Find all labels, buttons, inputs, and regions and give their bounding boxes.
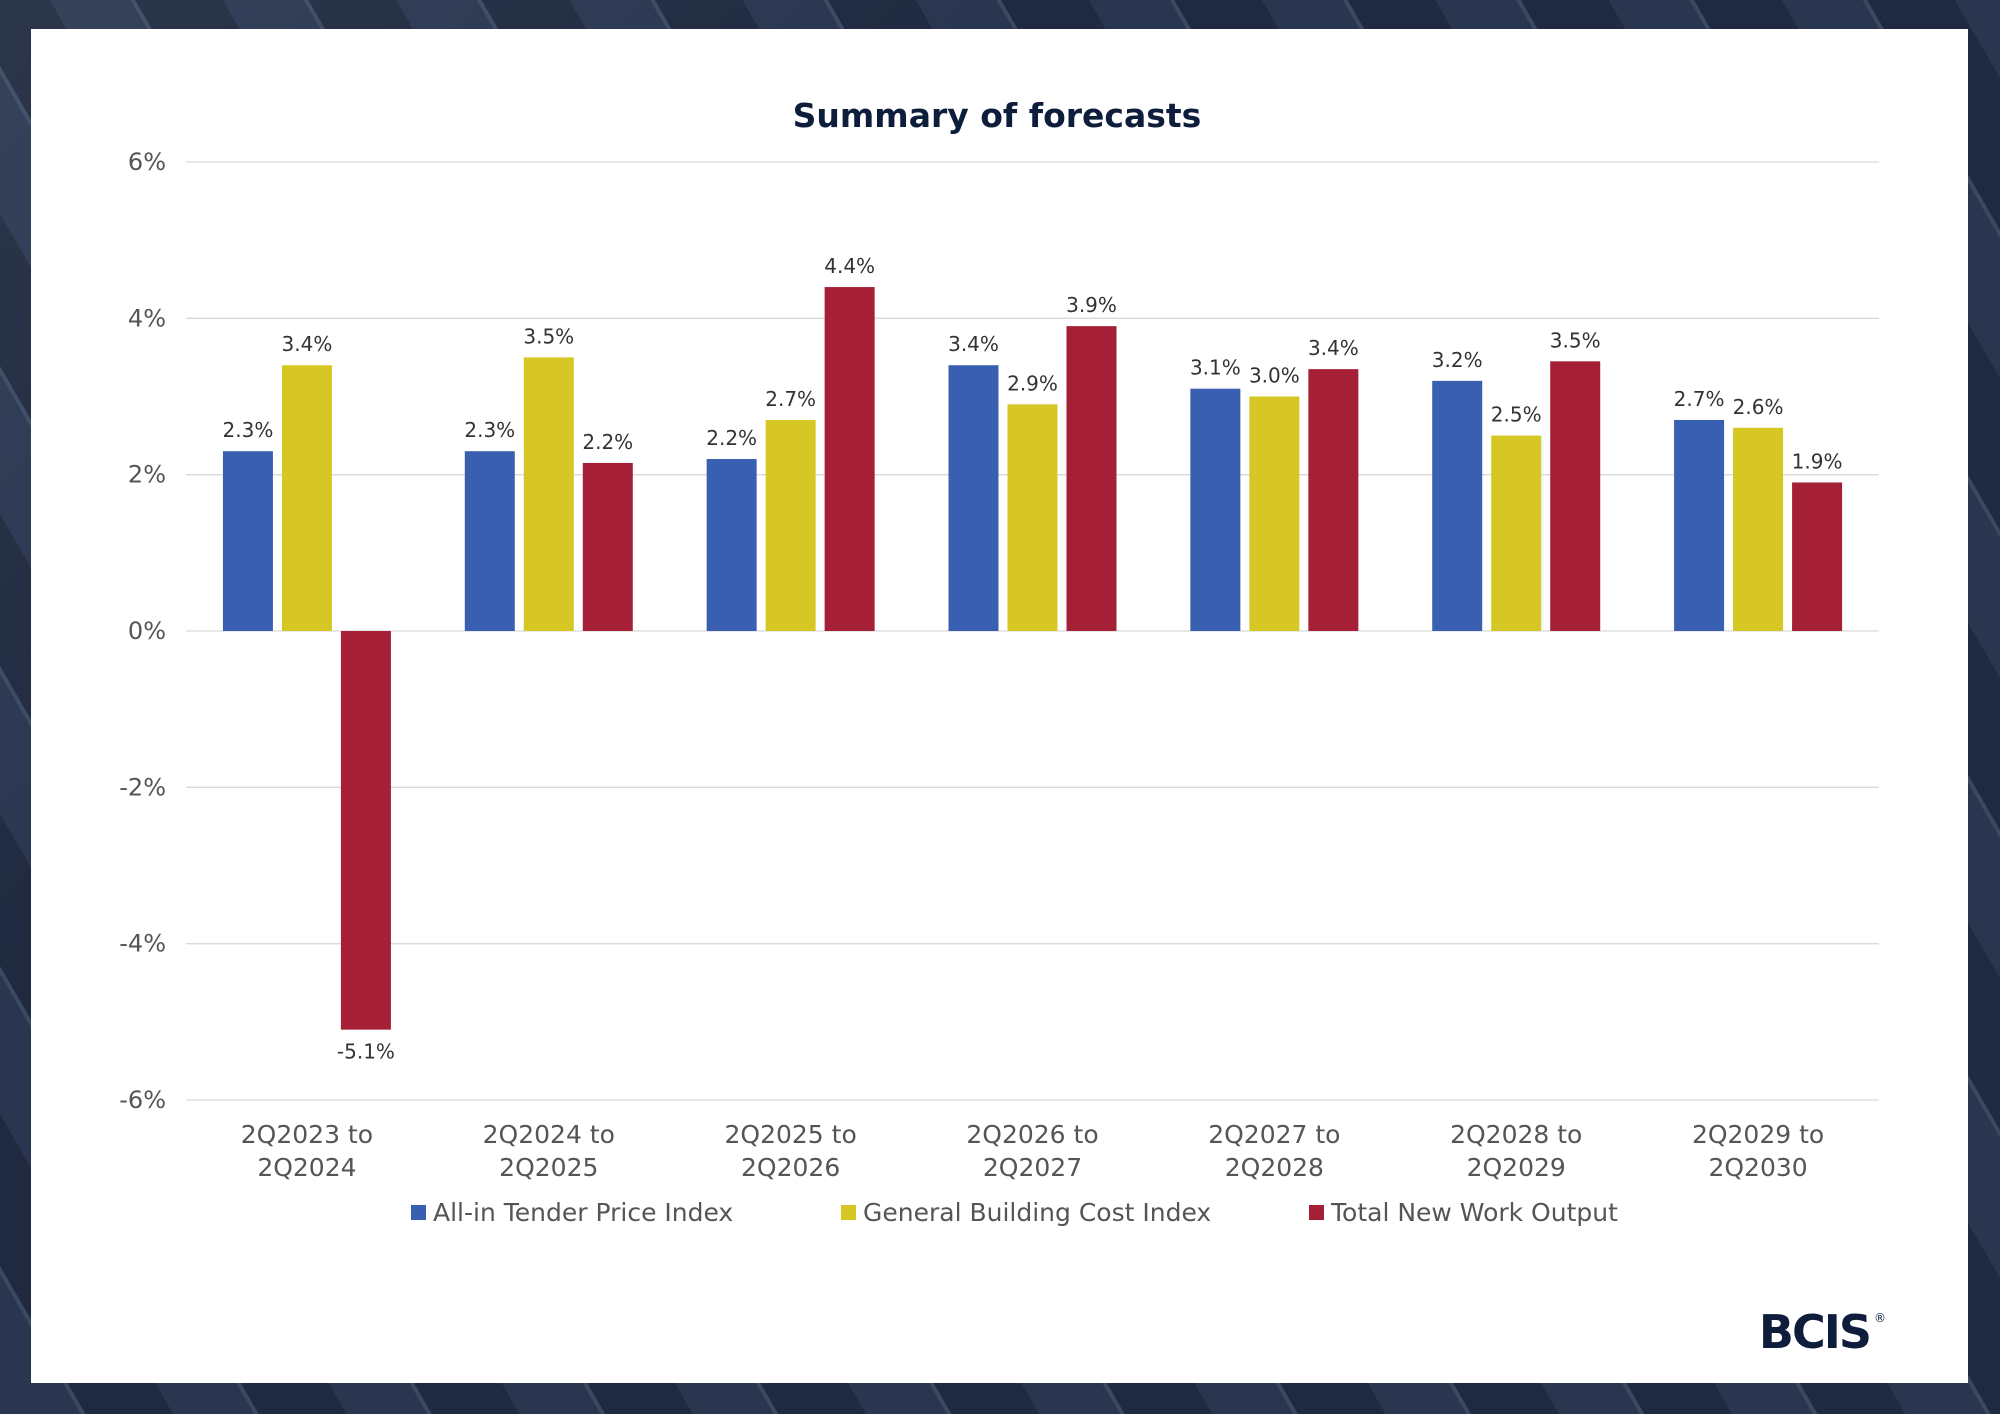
data-label: 1.9%: [1792, 449, 1843, 473]
data-label: 2.2%: [582, 430, 633, 454]
y-tick-label: 4%: [128, 304, 166, 332]
x-tick-label: 2Q2023 to: [241, 1120, 373, 1149]
bar: [1066, 326, 1117, 631]
x-tick-label: 2Q2030: [1708, 1153, 1807, 1182]
y-tick-label: -4%: [119, 930, 166, 958]
x-tick-label: 2Q2027: [983, 1153, 1082, 1182]
data-label: 2.9%: [1007, 371, 1058, 395]
x-tick-label: 2Q2028 to: [1450, 1120, 1582, 1149]
data-label: 2.3%: [464, 418, 515, 442]
legend-swatch: [1309, 1205, 1324, 1220]
bar: [1550, 361, 1601, 631]
data-label: 3.4%: [282, 332, 333, 356]
x-tick-label: 2Q2026 to: [966, 1120, 1098, 1149]
bar: [1432, 380, 1483, 631]
bar: [1190, 388, 1241, 631]
bar-chart: Summary of forecasts 6% 4% 2% 0% -2% -4% -6% 2…: [119, 96, 1886, 1359]
data-label: 3.9%: [1066, 293, 1117, 317]
y-axis-ticks: 6% 4% 2% 0% -2% -4% -6%: [119, 148, 166, 1114]
bar: [706, 459, 757, 631]
data-label: 2.6%: [1733, 395, 1784, 419]
y-tick-label: 2%: [128, 461, 166, 489]
data-label: 3.0%: [1249, 364, 1300, 388]
bar: [1249, 396, 1300, 631]
bar: [222, 451, 273, 631]
bar: [948, 365, 999, 631]
data-label: 2.7%: [765, 387, 816, 411]
legend-label: General Building Cost Index: [863, 1198, 1211, 1227]
y-tick-label: 0%: [128, 617, 166, 645]
x-tick-label: 2Q2028: [1225, 1153, 1324, 1182]
legend-label: All-in Tender Price Index: [433, 1198, 733, 1227]
registered-mark: ®: [1874, 1311, 1886, 1325]
bar: [340, 631, 391, 1030]
x-tick-label: 2Q2024: [257, 1153, 356, 1182]
x-tick-label: 2Q2024 to: [483, 1120, 615, 1149]
legend-swatch: [841, 1205, 856, 1220]
data-label: 3.5%: [523, 324, 574, 348]
x-tick-label: 2Q2029 to: [1692, 1120, 1824, 1149]
bar: [824, 287, 875, 631]
bar: [765, 419, 816, 631]
data-label: 2.7%: [1674, 387, 1725, 411]
bar: [523, 357, 574, 631]
data-label: 2.5%: [1491, 403, 1542, 427]
y-tick-label: -2%: [119, 773, 166, 801]
bar: [281, 365, 332, 631]
data-label: 3.1%: [1190, 356, 1241, 380]
bar: [1308, 369, 1359, 631]
x-tick-label: 2Q2025: [499, 1153, 598, 1182]
data-label: 3.4%: [1308, 336, 1359, 360]
bar: [582, 462, 633, 631]
data-label: 2.3%: [223, 418, 274, 442]
bar: [1491, 435, 1542, 631]
y-tick-label: 6%: [128, 148, 166, 176]
bar: [1792, 482, 1843, 631]
bar: [1674, 419, 1725, 631]
data-label: 4.4%: [824, 254, 875, 278]
legend: All-in Tender Price Index General Buildin…: [411, 1198, 1618, 1227]
x-tick-label: 2Q2027 to: [1208, 1120, 1340, 1149]
bar: [1007, 404, 1058, 631]
data-label: 3.2%: [1432, 348, 1483, 372]
legend-swatch: [411, 1205, 426, 1220]
x-tick-label: 2Q2025 to: [725, 1120, 857, 1149]
bcis-logo: BCIS ®: [1759, 1305, 1886, 1359]
x-tick-label: 2Q2026: [741, 1153, 840, 1182]
legend-label: Total New Work Output: [1330, 1198, 1618, 1227]
data-label: 3.5%: [1550, 328, 1601, 352]
data-label: -5.1%: [337, 1040, 395, 1064]
bars: [222, 287, 1843, 1030]
bar: [464, 451, 515, 631]
data-label: 2.2%: [706, 426, 757, 450]
x-tick-label: 2Q2029: [1467, 1153, 1566, 1182]
x-axis-ticks: 2Q2023 to 2Q2024 2Q2024 to 2Q2025 2Q2025 to 2…: [241, 1120, 1824, 1182]
bar: [1733, 427, 1784, 631]
y-tick-label: -6%: [119, 1086, 166, 1114]
chart-card: Summary of forecasts 6% 4% 2% 0% -2% -4% -6% 2…: [31, 29, 1968, 1383]
logo-text: BCIS: [1759, 1305, 1870, 1359]
data-labels: 2.3% 3.4% -5.1% 2.3% 3.5% 2.2% 2.2% 2.7% 4.4% 3.4…: [223, 254, 1843, 1064]
data-label: 3.4%: [948, 332, 999, 356]
chart-title: Summary of forecasts: [793, 96, 1202, 135]
